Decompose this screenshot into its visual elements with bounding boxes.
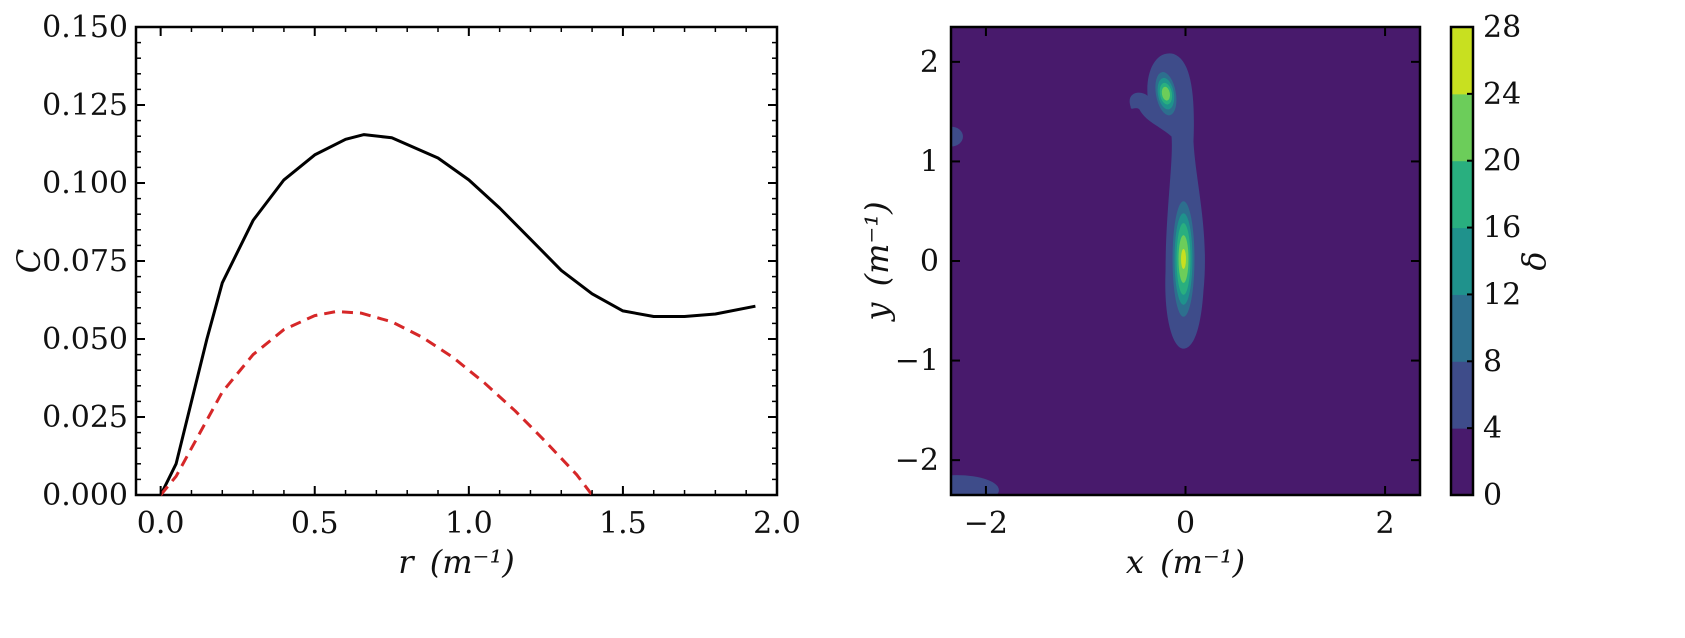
line-ytick-label: 0.000 — [42, 478, 128, 513]
line-ytick-label: 0.075 — [42, 244, 128, 279]
colorbar-tick-label: 20 — [1483, 144, 1521, 179]
contour-ticks: −2 0 2 −2 −1 0 1 2 — [895, 27, 1420, 541]
contour-y-label-unit: (m⁻¹) — [858, 201, 896, 286]
line-series-solid — [159, 133, 756, 496]
colorbar-frame — [1449, 25, 1475, 497]
colorbar-tick-label: 28 — [1483, 10, 1521, 45]
line-x-label: r (m⁻¹) — [398, 543, 515, 581]
line-xtick-label: 0.5 — [291, 506, 339, 541]
colorbar-band — [1451, 294, 1473, 362]
line-chart: 0.0 0.5 1.0 1.5 2.0 0.000 0.025 0.050 0.075 0.100… — [10, 10, 801, 581]
line-y-label: C — [10, 249, 48, 273]
contour-ytick-label: 0 — [920, 244, 939, 279]
contour-ytick-label: −2 — [895, 443, 939, 478]
colorbar-band — [1451, 93, 1473, 162]
contour-y-label-var: y — [858, 302, 896, 323]
line-ytick-label: 0.025 — [42, 400, 128, 435]
colorbar-band — [1451, 27, 1473, 95]
line-series-dashed — [159, 310, 594, 496]
contour-ytick-label: 1 — [920, 144, 939, 179]
line-ticks: 0.0 0.5 1.0 1.5 2.0 0.000 0.025 0.050 0.075 0.100… — [42, 10, 801, 541]
contour-x-label-var: x — [1126, 543, 1144, 581]
line-xtick-label: 1.5 — [599, 506, 647, 541]
colorbar-band — [1451, 227, 1473, 295]
colorbar-tick-label: 24 — [1483, 77, 1521, 112]
line-ytick-label: 0.100 — [42, 166, 128, 201]
colorbar-band — [1451, 361, 1473, 429]
contour-xtick-label: 0 — [1176, 506, 1195, 541]
contour-xtick-label: −2 — [964, 506, 1008, 541]
contour-ytick-label: −1 — [895, 344, 939, 379]
contour-edge-blob — [951, 126, 963, 147]
contour-upper-level-5 — [1161, 86, 1171, 101]
colorbar-ticks: 0 4 8 12 16 20 24 28 — [1467, 10, 1521, 513]
line-ytick-label: 0.150 — [42, 10, 128, 45]
line-x-label-unit: (m⁻¹) — [430, 543, 515, 581]
line-xtick-label: 2.0 — [753, 506, 801, 541]
line-ytick-label: 0.125 — [42, 88, 128, 123]
contour-chart: −2 0 2 −2 −1 0 1 2 x (m⁻¹) y (m⁻¹) — [858, 25, 1422, 581]
line-xtick-label: 1.0 — [445, 506, 493, 541]
colorbar-tick-label: 4 — [1483, 411, 1502, 446]
contour-main-level-6 — [1181, 249, 1186, 269]
line-ytick-label: 0.050 — [42, 322, 128, 357]
colorbar-tick-label: 12 — [1483, 277, 1521, 312]
colorbar-band — [1451, 160, 1473, 229]
contour-x-label: x (m⁻¹) — [1126, 543, 1245, 581]
colorbar-tick-label: 16 — [1483, 211, 1521, 246]
colorbar-tick-label: 0 — [1483, 478, 1502, 513]
line-series-group — [159, 133, 756, 496]
colorbar-label: δ — [1515, 251, 1553, 270]
contour-y-label: y (m⁻¹) — [858, 201, 896, 322]
contour-ytick-label: 2 — [920, 45, 939, 80]
contour-xtick-label: 2 — [1376, 506, 1395, 541]
colorbar-tick-label: 8 — [1483, 344, 1502, 379]
contour-fill — [951, 27, 1420, 495]
colorbar-band — [1451, 428, 1473, 496]
contour-x-label-unit: (m⁻¹) — [1160, 543, 1245, 581]
line-xtick-label: 0.0 — [137, 506, 185, 541]
colorbar: 0 4 8 12 16 20 24 28 δ — [1449, 10, 1553, 513]
line-x-label-var: r — [398, 543, 415, 581]
colorbar-bands — [1451, 27, 1473, 496]
